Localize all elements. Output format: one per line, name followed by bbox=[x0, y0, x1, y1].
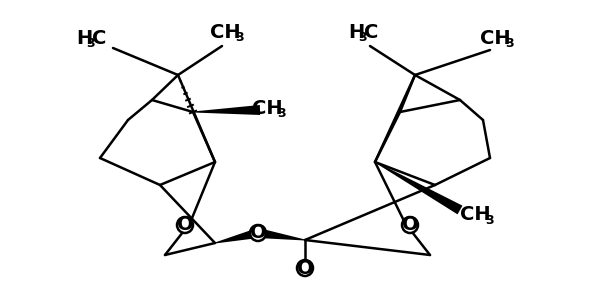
Text: O: O bbox=[296, 258, 313, 278]
Text: H: H bbox=[348, 22, 364, 41]
Polygon shape bbox=[374, 162, 462, 214]
Polygon shape bbox=[215, 228, 259, 244]
Text: O: O bbox=[402, 215, 418, 234]
Text: CH: CH bbox=[210, 22, 241, 41]
Circle shape bbox=[297, 260, 313, 276]
Text: 3: 3 bbox=[485, 213, 494, 226]
Text: C: C bbox=[92, 28, 106, 47]
Text: 3: 3 bbox=[505, 36, 514, 49]
Text: 3: 3 bbox=[358, 30, 367, 44]
Text: 3: 3 bbox=[277, 107, 286, 120]
Circle shape bbox=[402, 217, 418, 233]
Text: C: C bbox=[364, 22, 378, 41]
Text: CH: CH bbox=[460, 205, 491, 224]
Text: 3: 3 bbox=[86, 36, 94, 49]
Text: CH: CH bbox=[252, 99, 283, 118]
Text: CH: CH bbox=[480, 28, 511, 47]
Polygon shape bbox=[193, 105, 260, 115]
Circle shape bbox=[177, 217, 193, 233]
Polygon shape bbox=[257, 228, 305, 240]
Text: O: O bbox=[177, 215, 194, 234]
Text: H: H bbox=[76, 28, 92, 47]
Circle shape bbox=[250, 225, 266, 241]
Text: 3: 3 bbox=[235, 30, 244, 44]
Text: O: O bbox=[250, 223, 266, 242]
